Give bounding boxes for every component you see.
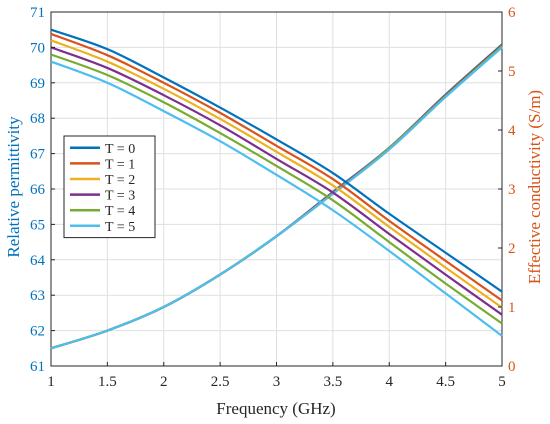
- x-tick-label: 1: [47, 374, 55, 390]
- right-y-tick-label: 6: [508, 5, 516, 21]
- permittivity-line-t4: [50, 53, 503, 325]
- permittivity-line-t2: [50, 39, 503, 309]
- right-y-tick-label: 3: [508, 182, 516, 198]
- x-tick-label: 1.5: [98, 374, 117, 390]
- tick-labels: 1 1.5 2 2.5 3 3.5 4 4.5 561626364656667686970710…: [30, 5, 516, 390]
- permittivity-line-t5: [50, 60, 503, 337]
- legend: T = 0T = 1T = 2T = 3T = 4T = 5: [63, 135, 156, 239]
- series-lines: [50, 28, 503, 350]
- left-y-tick-label: 63: [30, 288, 45, 304]
- left-y-tick-label: 66: [30, 182, 46, 198]
- left-y-tick-label: 65: [30, 217, 45, 233]
- right-y-tick-label: 4: [508, 123, 516, 139]
- x-tick-label: 3.5: [324, 374, 343, 390]
- right-y-tick-label: 0: [508, 359, 516, 375]
- x-tick-label: 3: [273, 374, 281, 390]
- right-y-tick-label: 2: [508, 241, 516, 257]
- left-y-axis-label: Relative permittivity: [4, 116, 23, 258]
- left-y-tick-label: 69: [30, 76, 45, 92]
- right-y-tick-label: 5: [508, 64, 516, 80]
- right-y-tick-label: 1: [508, 300, 516, 316]
- permittivity-line-t0: [50, 28, 503, 293]
- legend-label-t1: T = 1: [105, 157, 135, 172]
- x-tick-label: 2.5: [211, 374, 230, 390]
- left-y-tick-label: 71: [30, 5, 45, 21]
- conductivity-line-t5: [50, 46, 503, 350]
- axis-ticks: [50, 11, 503, 367]
- left-y-tick-label: 68: [30, 111, 45, 127]
- permittivity-line-t1: [50, 32, 503, 302]
- legend-label-t2: T = 2: [105, 173, 135, 188]
- left-y-tick-label: 64: [30, 253, 46, 269]
- legend-label-t4: T = 4: [105, 204, 135, 219]
- x-tick-label: 4.5: [436, 374, 455, 390]
- x-tick-label: 4: [386, 374, 394, 390]
- legend-label-t5: T = 5: [105, 220, 135, 235]
- legend-label-t3: T = 3: [105, 189, 135, 204]
- left-y-tick-label: 61: [30, 359, 45, 375]
- left-y-tick-label: 62: [30, 324, 45, 340]
- left-y-tick-label: 67: [30, 147, 46, 163]
- x-tick-label: 2: [160, 374, 168, 390]
- legend-box: [63, 135, 156, 239]
- x-tick-label: 5: [498, 374, 506, 390]
- legend-label-t0: T = 0: [105, 142, 135, 157]
- right-y-axis-label: Effective conductivity (S/m): [525, 90, 544, 284]
- permittivity-line-t3: [50, 46, 503, 316]
- x-axis-label: Frequency (GHz): [216, 399, 335, 418]
- left-y-tick-label: 70: [30, 40, 45, 56]
